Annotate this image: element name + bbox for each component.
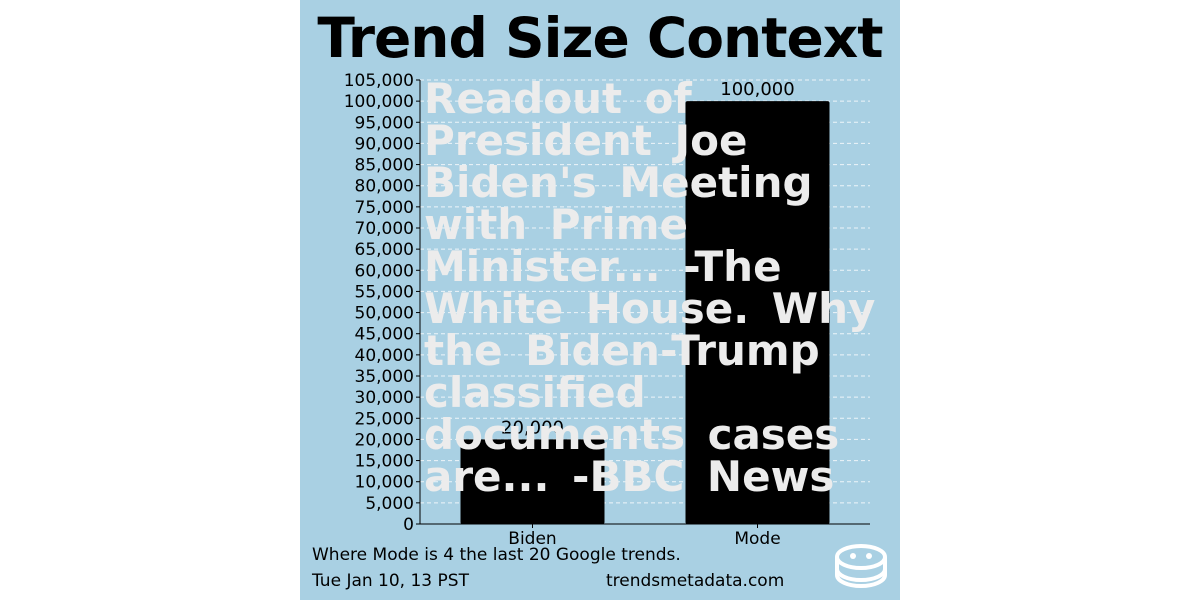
y-tick-label: 35,000 bbox=[355, 367, 414, 387]
y-tick-label: 20,000 bbox=[355, 430, 414, 450]
bars bbox=[460, 101, 830, 525]
value-label-mode: 100,000 bbox=[720, 79, 794, 100]
y-tick-label: 105,000 bbox=[344, 71, 414, 91]
y-tick-label: 50,000 bbox=[355, 304, 414, 324]
y-tick-label: 80,000 bbox=[355, 177, 414, 197]
y-tick-label: 95,000 bbox=[355, 113, 414, 133]
timestamp: Tue Jan 10, 13 PST bbox=[312, 571, 469, 591]
value-label-biden: 20,000 bbox=[501, 417, 564, 438]
y-tick-label: 65,000 bbox=[355, 240, 414, 260]
y-tick-label: 10,000 bbox=[355, 473, 414, 493]
chart-panel: Trend Size Context 0 5,000 10,000 15,000 20,… bbox=[300, 0, 900, 600]
y-tick-label: 40,000 bbox=[355, 346, 414, 366]
x-tick-label-biden: Biden bbox=[508, 529, 556, 549]
y-tick-label: 90,000 bbox=[355, 134, 414, 154]
footnote: Where Mode is 4 the last 20 Google trend… bbox=[312, 545, 681, 565]
y-tick-label: 70,000 bbox=[355, 219, 414, 239]
y-axis-ticks: 05,00010,00015,00020,00025,00030,00035,0… bbox=[344, 71, 420, 535]
chart-title: Trend Size Context bbox=[317, 6, 883, 70]
y-tick-label: 55,000 bbox=[355, 282, 414, 302]
bar-biden bbox=[460, 439, 605, 524]
bar-chart: 05,00010,00015,00020,00025,00030,00035,0… bbox=[344, 71, 870, 549]
y-tick-label: 0 bbox=[403, 515, 414, 535]
trend-headline-overlay: Readout of President Joe Biden's Meeting… bbox=[424, 74, 876, 501]
value-labels: 20,000 100,000 bbox=[501, 79, 795, 438]
y-tick-label: 30,000 bbox=[355, 388, 414, 408]
bar-mode bbox=[685, 101, 830, 525]
y-tick-label: 100,000 bbox=[344, 92, 414, 112]
y-tick-label: 85,000 bbox=[355, 156, 414, 176]
x-tick-label-mode: Mode bbox=[734, 529, 780, 549]
y-tick-label: 25,000 bbox=[355, 409, 414, 429]
y-tick-label: 60,000 bbox=[355, 261, 414, 281]
y-tick-label: 5,000 bbox=[365, 494, 414, 514]
x-axis-labels: Biden Mode bbox=[508, 524, 781, 549]
database-icon bbox=[835, 544, 887, 588]
y-tick-label: 75,000 bbox=[355, 198, 414, 218]
y-tick-label: 15,000 bbox=[355, 452, 414, 472]
y-tick-label: 45,000 bbox=[355, 325, 414, 345]
site-link[interactable]: trendsmetadata.com bbox=[606, 571, 785, 591]
